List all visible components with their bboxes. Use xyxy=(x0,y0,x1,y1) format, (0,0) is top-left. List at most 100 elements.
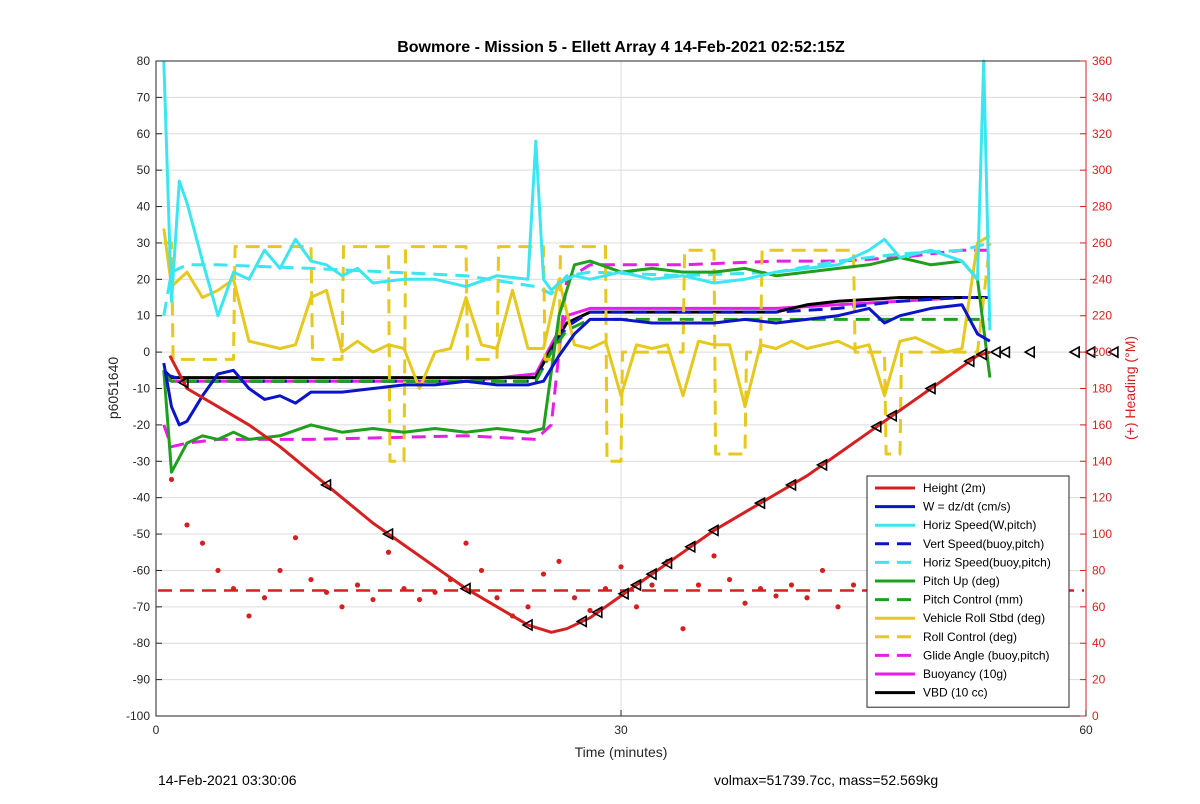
height-marker xyxy=(521,618,533,632)
heading-point xyxy=(277,567,283,574)
y2-tick-label: 240 xyxy=(1092,272,1112,286)
legend-entry: Buoyancy (10g) xyxy=(923,667,1007,681)
axes: 80706050403020100-10-20-30-40-50-60-70-8… xyxy=(126,54,1112,737)
y-tick-label: -50 xyxy=(133,527,151,541)
y2-tick-label: 40 xyxy=(1092,636,1106,650)
height-marker xyxy=(784,478,797,492)
height-marker xyxy=(381,527,394,541)
series-line-8 xyxy=(163,241,992,463)
legend-entry: W = dz/dt (cm/s) xyxy=(923,500,1011,514)
heading-point xyxy=(478,567,485,574)
chart-title: Bowmore - Mission 5 - Ellett Array 4 14-… xyxy=(397,39,845,56)
series-line-9 xyxy=(162,248,990,449)
legend-entry: Roll Control (deg) xyxy=(923,630,1017,644)
heading-point xyxy=(540,571,547,577)
height-marker xyxy=(459,582,471,595)
heading-point xyxy=(308,576,314,583)
heading-point xyxy=(711,553,717,559)
height-marker xyxy=(1084,345,1096,359)
height-marker xyxy=(319,478,332,492)
heading-point xyxy=(618,564,624,570)
height-markers xyxy=(177,345,1119,632)
heading-point xyxy=(649,582,655,588)
y-tick-label: 40 xyxy=(137,200,151,214)
height-marker xyxy=(1023,345,1035,359)
heading-point xyxy=(819,567,826,574)
heading-point xyxy=(184,522,190,528)
heading-point xyxy=(494,595,500,601)
legend: Height (2m) W = dz/dt (cm/s) Horiz Speed(W… xyxy=(866,475,1070,708)
height-marker xyxy=(684,540,696,554)
height-marker xyxy=(998,345,1011,359)
y2-tick-label: 260 xyxy=(1092,236,1112,250)
y-tick-label: 10 xyxy=(137,309,151,323)
y-tick-label: -60 xyxy=(133,563,151,577)
heading-point xyxy=(168,476,175,483)
y-tick-label: -70 xyxy=(133,600,151,614)
y2-tick-label: 0 xyxy=(1092,709,1099,723)
height-marker xyxy=(753,496,766,510)
heading-point xyxy=(773,593,779,599)
height-marker xyxy=(815,458,828,472)
y2-axis-label: (+) Heading (°M) xyxy=(1122,336,1138,440)
y2-tick-label: 160 xyxy=(1092,418,1112,432)
height-marker xyxy=(177,376,189,389)
y-tick-label: -100 xyxy=(126,709,150,723)
y2-tick-label: 140 xyxy=(1092,454,1112,468)
heading-point xyxy=(354,582,361,588)
footer-timestamp: 14-Feb-2021 03:30:06 xyxy=(158,772,297,788)
series-line-1 xyxy=(162,303,991,427)
heading-point xyxy=(850,582,857,588)
heading-point xyxy=(339,604,345,610)
heading-point xyxy=(587,607,593,614)
height-marker xyxy=(591,605,603,619)
heading-point xyxy=(385,549,392,555)
series-line-7 xyxy=(162,228,991,409)
legend-box xyxy=(866,475,1070,708)
series-line-5 xyxy=(162,256,992,474)
y-tick-label: 70 xyxy=(137,90,151,104)
y2-tick-label: 200 xyxy=(1092,345,1112,359)
footer-stats: volmax=51739.7cc, mass=52.569kg xyxy=(714,772,939,788)
heading-point xyxy=(370,596,376,603)
heading-point xyxy=(571,595,578,601)
heading-point xyxy=(788,582,795,588)
heading-point xyxy=(835,604,841,610)
heading-point xyxy=(463,540,469,546)
series-line-2 xyxy=(162,59,992,331)
y2-tick-label: 320 xyxy=(1092,127,1112,141)
y2-tick-label: 360 xyxy=(1092,54,1112,68)
y-tick-label: -40 xyxy=(133,491,151,505)
heading-point xyxy=(416,596,423,603)
y-tick-label: -90 xyxy=(133,673,151,687)
y2-tick-label: 280 xyxy=(1092,200,1112,214)
heading-point xyxy=(726,576,733,583)
series-lines xyxy=(162,59,992,634)
y2-tick-label: 20 xyxy=(1092,673,1106,687)
heading-point xyxy=(261,595,268,601)
heading-point xyxy=(695,582,702,588)
y2-tick-label: 60 xyxy=(1092,600,1106,614)
height-marker xyxy=(870,420,882,434)
heading-point xyxy=(246,613,252,619)
legend-entry: Glide Angle (buoy,pitch) xyxy=(923,648,1050,662)
height-marker xyxy=(575,615,588,628)
height-marker xyxy=(924,382,936,395)
y-tick-label: -30 xyxy=(133,454,151,468)
legend-entry: Pitch Up (deg) xyxy=(923,574,1000,588)
height-marker xyxy=(629,578,642,592)
series-line-3 xyxy=(163,296,990,383)
heading-point xyxy=(804,595,810,601)
y2-tick-label: 120 xyxy=(1092,491,1112,505)
legend-entry: Vert Speed(buoy,pitch) xyxy=(923,537,1044,551)
height-marker xyxy=(645,567,657,581)
heading-point xyxy=(215,567,221,574)
y-tick-label: 30 xyxy=(137,236,151,250)
legend-entry: Horiz Speed(buoy,pitch) xyxy=(923,555,1051,569)
heading-point xyxy=(199,540,206,546)
x-tick-label: 60 xyxy=(1079,723,1093,737)
heading-point xyxy=(556,558,562,564)
y-tick-label: -10 xyxy=(133,382,151,396)
height-marker xyxy=(975,348,987,361)
